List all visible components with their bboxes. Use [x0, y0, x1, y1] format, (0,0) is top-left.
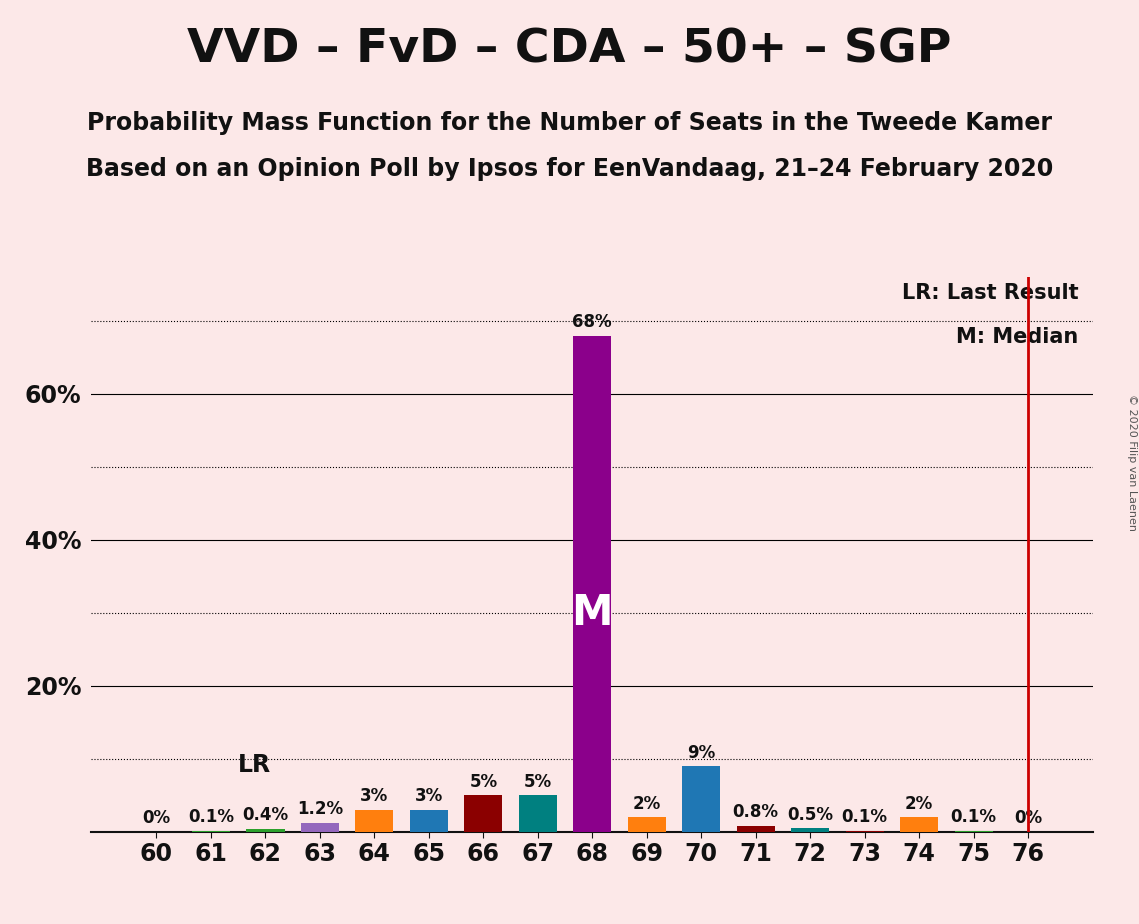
Text: LR: Last Result: LR: Last Result — [902, 283, 1079, 303]
Text: 0%: 0% — [1014, 809, 1042, 827]
Text: 0%: 0% — [142, 809, 171, 827]
Text: 0.1%: 0.1% — [188, 808, 233, 826]
Text: 5%: 5% — [469, 772, 498, 791]
Bar — [410, 809, 448, 832]
Text: 0.8%: 0.8% — [732, 803, 779, 821]
Bar — [628, 817, 666, 832]
Text: 0.5%: 0.5% — [787, 806, 833, 823]
Text: 5%: 5% — [524, 772, 552, 791]
Bar — [792, 828, 829, 832]
Text: M: M — [572, 592, 613, 635]
Text: 68%: 68% — [573, 313, 612, 331]
Text: 9%: 9% — [687, 744, 715, 761]
Text: 0.1%: 0.1% — [951, 808, 997, 826]
Text: Based on an Opinion Poll by Ipsos for EenVandaag, 21–24 February 2020: Based on an Opinion Poll by Ipsos for Ee… — [85, 157, 1054, 181]
Text: 0.4%: 0.4% — [243, 807, 288, 824]
Text: 1.2%: 1.2% — [297, 800, 343, 819]
Bar — [301, 823, 339, 832]
Text: 0.1%: 0.1% — [842, 808, 887, 826]
Text: © 2020 Filip van Laenen: © 2020 Filip van Laenen — [1126, 394, 1137, 530]
Text: LR: LR — [238, 753, 271, 777]
Bar — [246, 829, 285, 832]
Text: 3%: 3% — [415, 787, 443, 806]
Text: 2%: 2% — [632, 795, 661, 812]
Bar — [682, 766, 720, 832]
Bar — [900, 817, 939, 832]
Bar — [737, 826, 775, 832]
Bar — [465, 796, 502, 832]
Bar — [355, 809, 393, 832]
Text: 3%: 3% — [360, 787, 388, 806]
Bar — [518, 796, 557, 832]
Text: 2%: 2% — [906, 795, 933, 812]
Text: VVD – FvD – CDA – 50+ – SGP: VVD – FvD – CDA – 50+ – SGP — [187, 28, 952, 73]
Text: Probability Mass Function for the Number of Seats in the Tweede Kamer: Probability Mass Function for the Number… — [87, 111, 1052, 135]
Bar — [573, 335, 612, 832]
Text: M: Median: M: Median — [956, 327, 1079, 347]
